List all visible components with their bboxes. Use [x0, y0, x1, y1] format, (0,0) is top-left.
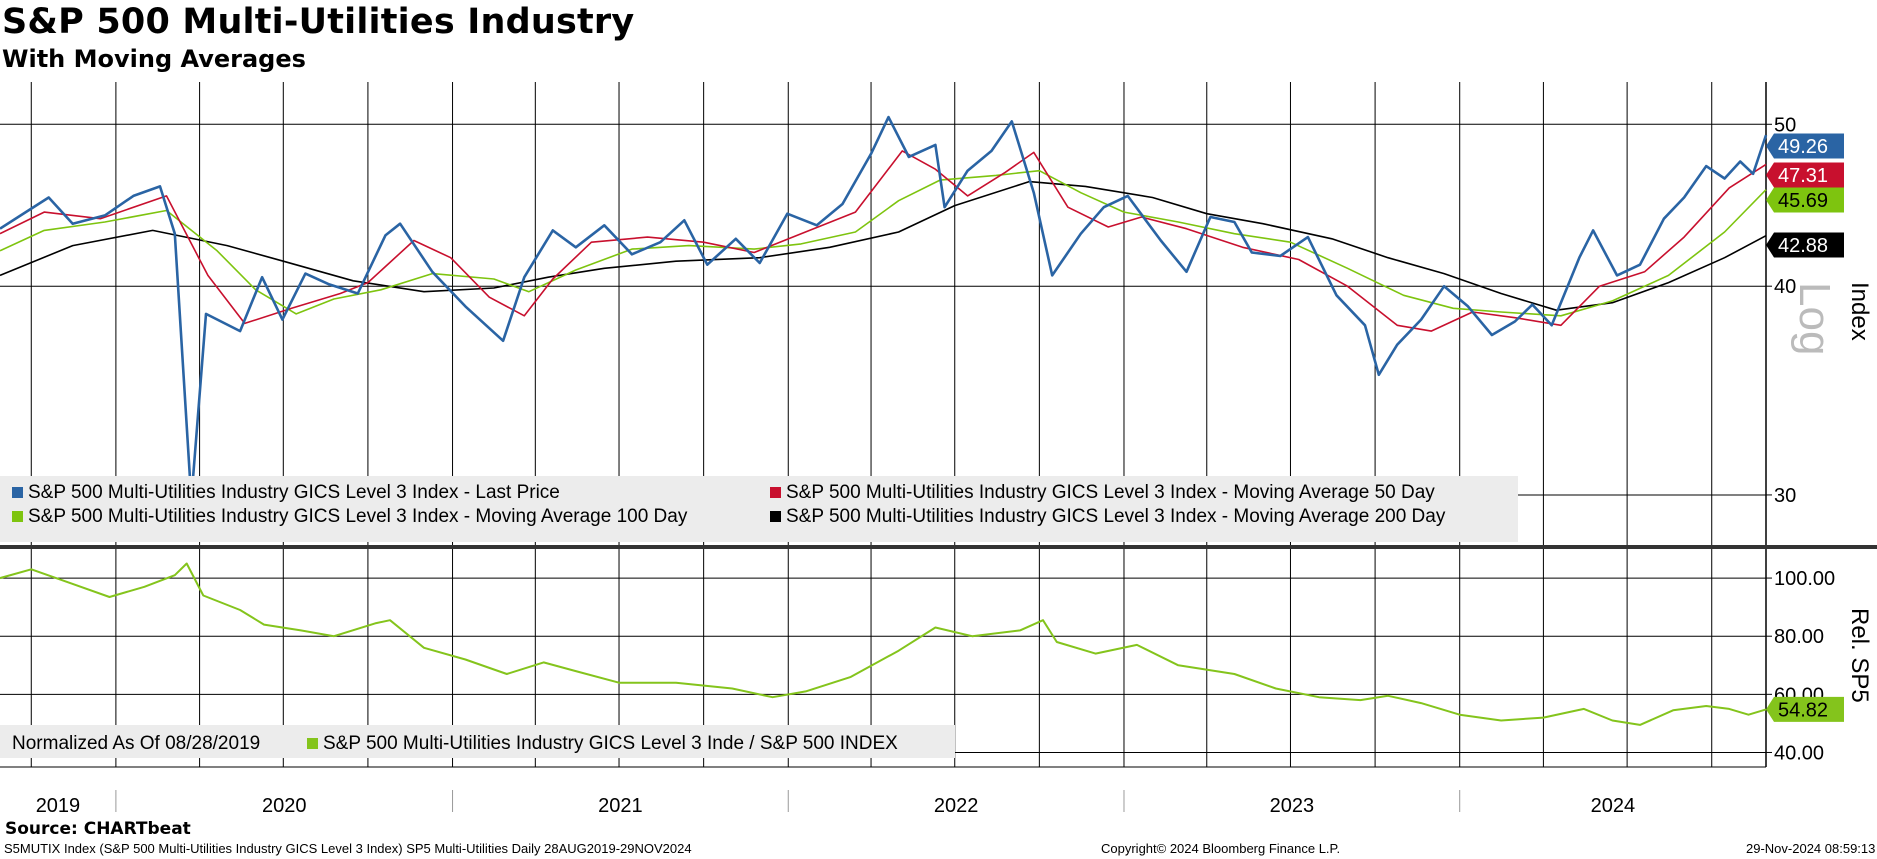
legend-label: S&P 500 Multi-Utilities Industry GICS Le…	[323, 733, 898, 754]
chart-subtitle: With Moving Averages	[2, 45, 306, 73]
last-value-tag-ma-200-box	[1766, 232, 1844, 258]
legend-label: S&P 500 Multi-Utilities Industry GICS Le…	[28, 506, 688, 527]
last-value-tag-last-price-text: 49.26	[1778, 136, 1828, 158]
legend-label: S&P 500 Multi-Utilities Industry GICS Le…	[786, 506, 1446, 527]
relative-legend-prefix: Normalized As Of 08/28/2019	[12, 733, 260, 754]
x-tick-label: 2024	[1591, 795, 1636, 817]
y-tick-label-relative: 80.00	[1774, 626, 1824, 648]
y-axis-title-main: Index	[1846, 282, 1873, 341]
legend-label: S&P 500 Multi-Utilities Industry GICS Le…	[28, 482, 560, 503]
series-line-ma-200	[0, 180, 1767, 311]
last-value-tag-ma-50-box	[1766, 162, 1844, 188]
x-tick-label: 2023	[1270, 795, 1315, 817]
last-value-tag-ma-100: 45.69	[1766, 187, 1844, 213]
last-value-tag-ma-100-box	[1766, 187, 1844, 213]
grid-lines	[0, 82, 1766, 767]
last-value-tag-last-price: 49.26	[1766, 133, 1844, 159]
legend-swatch	[12, 511, 23, 522]
x-tick-label: 2020	[262, 795, 307, 817]
main-legend: S&P 500 Multi-Utilities Industry GICS Le…	[0, 476, 1518, 542]
last-value-tag-ma-200-text: 42.88	[1778, 235, 1828, 257]
x-tick-label: 2019	[36, 795, 81, 817]
legend-swatch	[770, 487, 781, 498]
y-tick-label-relative: 40.00	[1774, 742, 1824, 764]
footer-ticker-description: S5MUTIX Index (S&P 500 Multi-Utilities I…	[4, 841, 692, 856]
last-value-tag-ma-200: 42.88	[1766, 232, 1844, 258]
legend-swatch	[307, 738, 318, 749]
last-value-tag-ma-100-text: 45.69	[1778, 190, 1828, 212]
series-line-ma-50	[0, 150, 1767, 332]
log-scale-label: Log	[1790, 282, 1839, 355]
last-value-tag-relative: 54.82	[1766, 696, 1844, 722]
last-value-tag-relative-box	[1766, 696, 1844, 722]
last-value-tag-ma-50: 47.31	[1766, 162, 1844, 188]
x-tick-label: 2022	[934, 795, 979, 817]
series-line-last-price	[0, 115, 1768, 502]
legend-label: S&P 500 Multi-Utilities Industry GICS Le…	[786, 482, 1435, 503]
legend-swatch	[12, 487, 23, 498]
relative-legend: Normalized As Of 08/28/2019 S&P 500 Multi…	[0, 725, 955, 758]
relative-legend-background	[0, 725, 955, 758]
y-tick-label-main: 50	[1774, 114, 1796, 136]
footer-copyright: Copyright© 2024 Bloomberg Finance L.P.	[1101, 841, 1341, 856]
series-line-relative	[0, 562, 1767, 726]
y-tick-label-relative: 100.00	[1774, 568, 1835, 590]
x-tick-label: 2021	[598, 795, 643, 817]
legend-swatch	[770, 511, 781, 522]
source-label: Source: CHARTbeat	[5, 819, 191, 839]
last-value-tag-relative-text: 54.82	[1778, 699, 1828, 721]
main-legend-background	[0, 476, 1518, 542]
panel-divider	[0, 545, 1877, 549]
last-value-tag-last-price-box	[1766, 133, 1844, 159]
y-tick-label-main: 30	[1774, 485, 1796, 507]
y-axis-title-relative: Rel. SP5	[1846, 608, 1873, 703]
series-line-ma-100	[0, 169, 1767, 317]
y-tick-label-main: 40	[1774, 276, 1796, 298]
last-value-tag-ma-50-text: 47.31	[1778, 165, 1828, 187]
footer-timestamp: 29-Nov-2024 08:59:13	[1746, 841, 1876, 856]
chart-title: S&P 500 Multi-Utilities Industry	[2, 2, 635, 42]
